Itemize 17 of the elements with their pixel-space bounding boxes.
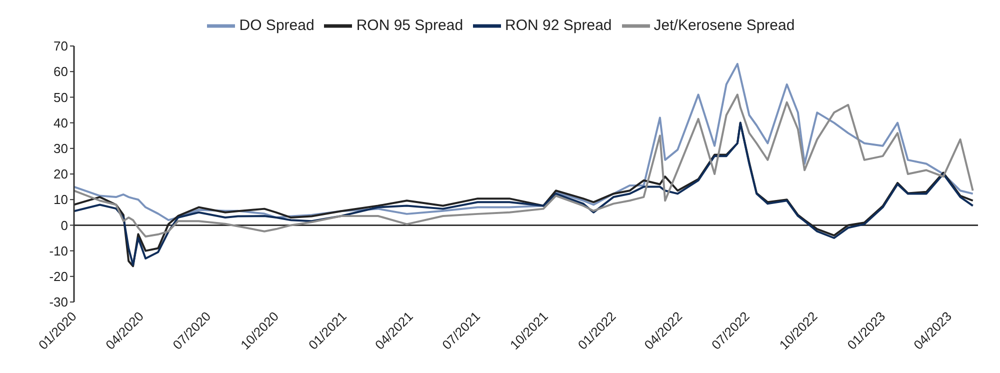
y-tick-label: 30: [54, 141, 68, 156]
legend-label: Jet/Kerosene Spread: [654, 16, 795, 34]
y-tick-label: 20: [54, 166, 68, 182]
legend-label: RON 92 Spread: [505, 16, 612, 34]
y-tick-label: 40: [54, 115, 68, 130]
y-tick-label: -10: [49, 243, 68, 258]
y-tick-label: -30: [49, 294, 68, 310]
y-tick-label: -20: [49, 269, 68, 284]
legend-label: RON 95 Spread: [356, 16, 464, 34]
line-series: [74, 62, 974, 222]
line-series: [74, 94, 974, 238]
y-tick-label: 60: [54, 64, 68, 80]
legend-label: DO Spread: [239, 16, 314, 34]
y-tick-label: 70: [54, 38, 68, 54]
y-tick-label: 0: [60, 218, 68, 233]
y-tick-label: 50: [54, 90, 68, 105]
y-tick-label: 10: [54, 192, 68, 208]
